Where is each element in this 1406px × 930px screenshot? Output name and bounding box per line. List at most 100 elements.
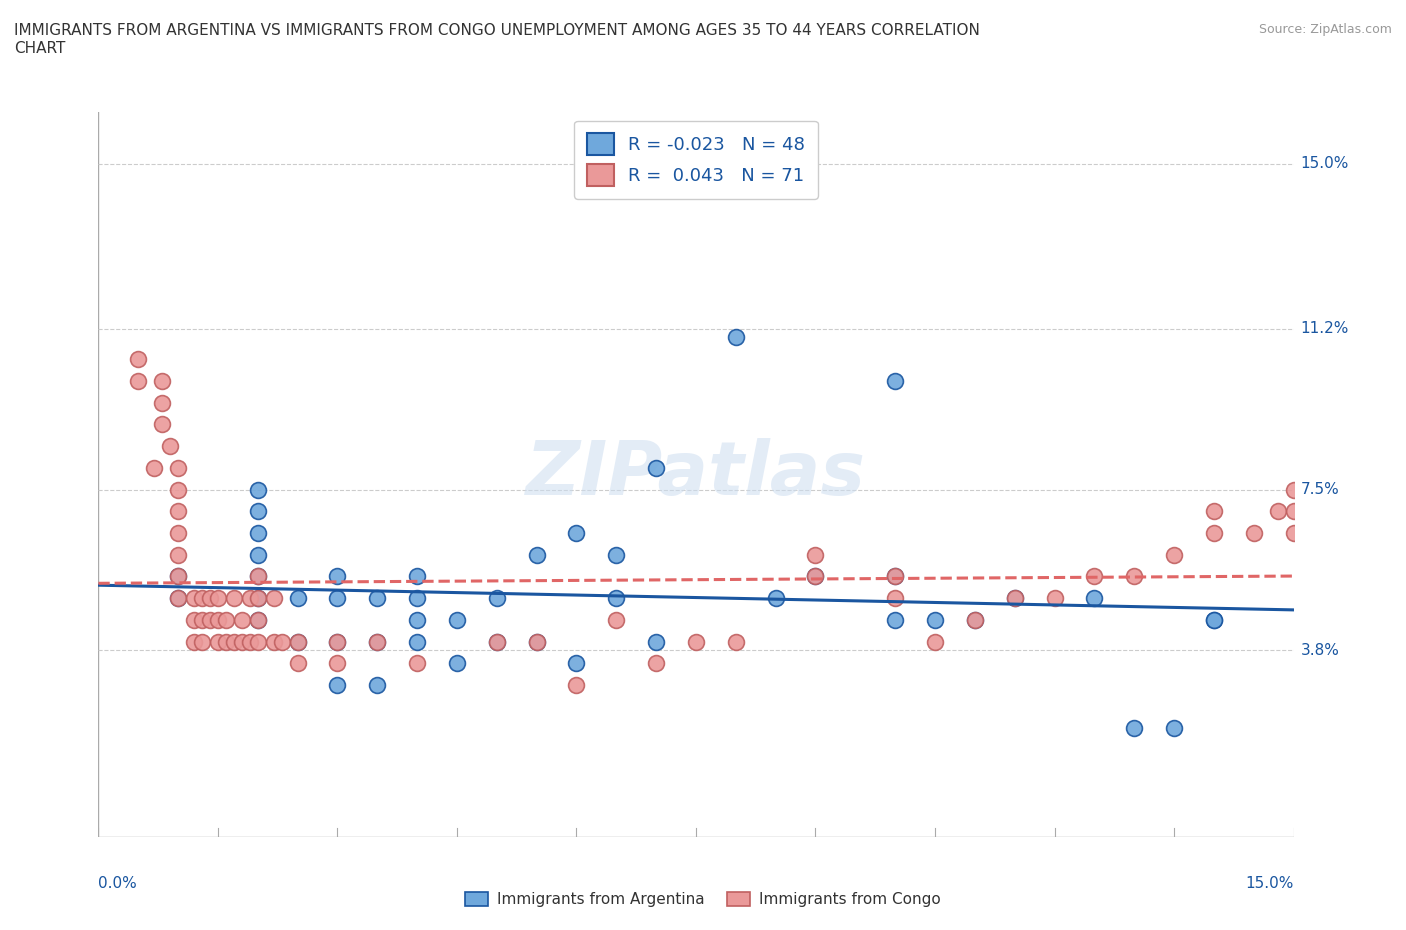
Point (150, 395, 173, 410)
Point (1083, 569, 1105, 584)
Point (1123, 721, 1146, 736)
Point (366, 678, 388, 693)
Text: Source: ZipAtlas.com: Source: ZipAtlas.com (1258, 23, 1392, 36)
Point (326, 634, 349, 649)
Point (366, 591, 388, 605)
Point (183, 591, 205, 605)
Point (215, 634, 238, 649)
Point (565, 678, 588, 693)
Point (207, 612, 229, 627)
Point (485, 591, 508, 605)
Point (270, 634, 292, 649)
Point (446, 656, 468, 671)
Point (1163, 721, 1185, 736)
Point (127, 374, 149, 389)
Point (605, 612, 627, 627)
Point (804, 547, 827, 562)
Point (406, 591, 429, 605)
Point (366, 634, 388, 649)
Point (326, 569, 349, 584)
Point (167, 525, 190, 540)
Point (287, 656, 309, 671)
Point (326, 678, 349, 693)
Point (924, 612, 946, 627)
Point (366, 634, 388, 649)
Point (605, 547, 627, 562)
Point (605, 591, 627, 605)
Point (1202, 525, 1225, 540)
Text: 7.5%: 7.5% (1301, 482, 1339, 497)
Point (884, 374, 907, 389)
Point (191, 634, 214, 649)
Point (159, 439, 181, 454)
Point (326, 634, 349, 649)
Point (150, 374, 173, 389)
Point (246, 525, 269, 540)
Point (1282, 525, 1305, 540)
Point (326, 656, 349, 671)
Point (287, 634, 309, 649)
Point (1267, 504, 1289, 519)
Point (724, 634, 747, 649)
Point (246, 569, 269, 584)
Point (127, 352, 149, 366)
Point (804, 569, 827, 584)
Point (526, 634, 548, 649)
Point (191, 612, 214, 627)
Point (526, 634, 548, 649)
Point (1163, 547, 1185, 562)
Point (446, 612, 468, 627)
Point (406, 656, 429, 671)
Point (207, 634, 229, 649)
Point (685, 634, 707, 649)
Point (1282, 482, 1305, 497)
Point (485, 634, 508, 649)
Legend: R = -0.023   N = 48, R =  0.043   N = 71: R = -0.023 N = 48, R = 0.043 N = 71 (574, 121, 818, 199)
Point (198, 612, 221, 627)
Point (246, 612, 269, 627)
Point (924, 634, 946, 649)
Point (167, 569, 190, 584)
Text: 0.0%: 0.0% (98, 876, 138, 891)
Point (167, 547, 190, 562)
Point (1202, 612, 1225, 627)
Point (231, 612, 253, 627)
Point (198, 591, 221, 605)
Point (1004, 591, 1026, 605)
Point (1202, 612, 1225, 627)
Point (150, 417, 173, 432)
Point (246, 612, 269, 627)
Legend: Immigrants from Argentina, Immigrants from Congo: Immigrants from Argentina, Immigrants fr… (458, 885, 948, 913)
Point (246, 634, 269, 649)
Point (263, 634, 285, 649)
Point (485, 634, 508, 649)
Text: 15.0%: 15.0% (1301, 156, 1348, 171)
Point (207, 591, 229, 605)
Text: IMMIGRANTS FROM ARGENTINA VS IMMIGRANTS FROM CONGO UNEMPLOYMENT AMONG AGES 35 TO: IMMIGRANTS FROM ARGENTINA VS IMMIGRANTS … (14, 23, 980, 56)
Point (246, 569, 269, 584)
Point (239, 634, 262, 649)
Point (1043, 591, 1066, 605)
Point (526, 547, 548, 562)
Point (287, 591, 309, 605)
Point (645, 656, 668, 671)
Text: 11.2%: 11.2% (1301, 321, 1348, 337)
Point (724, 330, 747, 345)
Point (1004, 591, 1026, 605)
Point (1282, 504, 1305, 519)
Point (1123, 569, 1146, 584)
Point (884, 591, 907, 605)
Text: 3.8%: 3.8% (1301, 643, 1340, 658)
Point (231, 634, 253, 649)
Point (963, 612, 986, 627)
Point (222, 634, 245, 649)
Text: ZIPatlas: ZIPatlas (526, 438, 866, 511)
Point (884, 569, 907, 584)
Point (222, 591, 245, 605)
Point (884, 612, 907, 627)
Point (239, 591, 262, 605)
Text: 15.0%: 15.0% (1246, 876, 1294, 891)
Point (804, 569, 827, 584)
Point (167, 591, 190, 605)
Point (1202, 504, 1225, 519)
